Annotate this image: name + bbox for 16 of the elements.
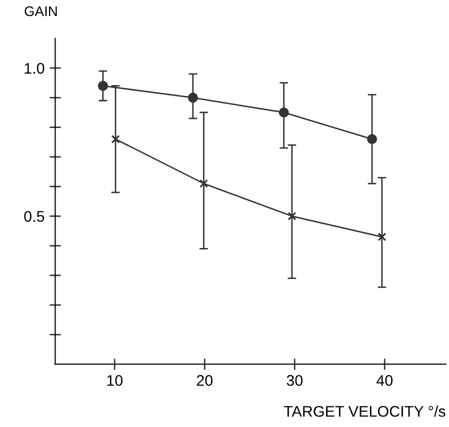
x-axis-title: TARGET VELOCITY °/s <box>284 406 446 417</box>
x-tick-label: 40 <box>376 375 393 386</box>
y-axis-title: GAIN <box>24 6 57 16</box>
point <box>378 232 386 242</box>
point <box>111 134 120 144</box>
x-tick-label: 10 <box>107 375 123 386</box>
point <box>367 134 378 144</box>
point <box>188 92 198 103</box>
y-tick-label: 0.5 <box>24 211 44 222</box>
x-tick-label: 30 <box>286 375 303 386</box>
x-tick-label: 20 <box>196 375 213 386</box>
point <box>288 212 296 220</box>
point <box>98 80 108 91</box>
y-tick-label: 1.0 <box>24 62 44 74</box>
point <box>199 179 208 188</box>
point <box>278 107 289 118</box>
